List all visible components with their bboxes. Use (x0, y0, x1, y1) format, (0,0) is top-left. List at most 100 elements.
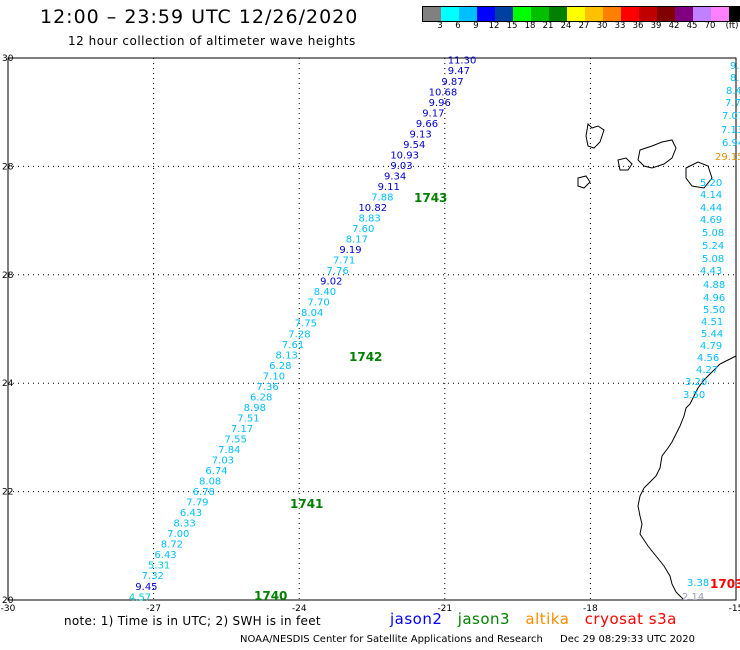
colorbar-swatch (459, 7, 477, 21)
swh-value-jason: 6.28 (269, 361, 291, 372)
colorbar-swatch (549, 7, 567, 21)
x-tick-label: -27 (146, 604, 161, 614)
orbit-label: 1741 (290, 497, 323, 511)
swh-value-jason: 8.17 (346, 235, 368, 246)
swh-value-jason: 6.78 (193, 487, 215, 498)
swh-value-jason: 7.03 (212, 456, 234, 467)
swh-value-jason: 7.36 (256, 382, 278, 393)
colorbar-label: 18 (524, 21, 536, 31)
y-tick-label: 28 (2, 271, 14, 281)
colorbar-swatch (693, 7, 711, 21)
swh-value-jason: 7.61 (282, 340, 304, 351)
swh-value-cryosat: 7.7 (725, 98, 740, 109)
swh-value-jason: 7.10 (263, 371, 285, 382)
colorbar-swatch (423, 7, 441, 21)
swh-value-cryosat: 6.94 (722, 138, 740, 149)
satellite-legend: jason2 jason3 altika cryosat s3a (390, 610, 687, 628)
swh-value-cryosat: 7.13 (721, 125, 740, 136)
swh-value-cryosat: 4.79 (700, 341, 722, 352)
swh-value-jason: 7.84 (218, 445, 240, 456)
swh-value-jason: 8.04 (301, 308, 323, 319)
swh-value-jason: 10.68 (429, 87, 458, 98)
swh-value-cryosat: 5.08 (702, 254, 724, 265)
swh-value-cryosat: 4.14 (700, 190, 722, 201)
colorbar-swatch (477, 7, 495, 21)
swh-value-jason: 9.19 (339, 245, 361, 256)
swh-value-cryosat: 4.56 (697, 353, 719, 364)
colorbar-label: 42 (668, 21, 680, 31)
swh-value-jason: 8.13 (276, 350, 298, 361)
swh-value-jason: 6.43 (180, 508, 202, 519)
swh-value-cryosat: 4.96 (703, 293, 725, 304)
swh-value-cryosat: 8.4 (726, 86, 740, 97)
swh-value-jason: 9.96 (429, 98, 451, 109)
footer-credit: NOAA/NESDIS Center for Satellite Applica… (240, 634, 543, 645)
y-tick-label: 24 (2, 379, 14, 389)
colorbar-label: 9 (473, 21, 479, 31)
colorbar-swatch (621, 7, 639, 21)
swh-value-jason: 7.51 (237, 413, 259, 424)
orbit-label: 1703 (710, 577, 740, 591)
colorbar-swatch (585, 7, 603, 21)
swh-value-jason: 9.45 (135, 582, 157, 593)
x-tick-label: -21 (437, 604, 452, 614)
colorbar-swatch (675, 7, 693, 21)
swh-value-cryosat: 4.44 (700, 203, 722, 214)
colorbar-swatch (729, 7, 740, 21)
swh-value-jason: 7.88 (371, 192, 393, 203)
swh-value-jason: 7.76 (327, 266, 349, 277)
map-subtitle: 12 hour collection of altimeter wave hei… (68, 34, 356, 48)
swh-value-cryosat: 4.27 (696, 365, 718, 376)
swh-value-cryosat: 4.43 (700, 266, 722, 277)
y-tick-label: 30 (2, 54, 14, 64)
island-la-gomera (617, 157, 633, 171)
colorbar-label: 24 (560, 21, 572, 31)
colorbar-label: 15 (506, 21, 518, 31)
swh-value-jason: 7.32 (142, 571, 164, 582)
map-title: 12:00 – 23:59 UTC 12/26/2020 (40, 6, 359, 28)
colorbar-labels: 3 6 9 12 15 18 21 24 27 30 33 36 39 42 45 70 (ft) (422, 21, 740, 33)
colorbar-swatch (567, 7, 585, 21)
island-el-hierro (577, 175, 591, 189)
swh-value-cryosat: 5.08 (702, 228, 724, 239)
swh-value-jason: 8.98 (244, 403, 266, 414)
swh-value-cryosat: 3.20 (685, 377, 707, 388)
colorbar-label: 3 (437, 21, 443, 31)
swh-value-jason: 6.28 (250, 392, 272, 403)
colorbar-label: 70 (704, 21, 716, 31)
swh-value-jason: 6.74 (205, 466, 227, 477)
swh-value-cryosat: 3.38 (687, 578, 709, 589)
orbit-label: 1740 (254, 589, 287, 603)
swh-value-jason: 5.31 (148, 561, 170, 572)
swh-value-jason: 8.33 (174, 519, 196, 530)
island-tenerife (637, 139, 677, 169)
swh-value-jason: 9.03 (390, 161, 412, 172)
swh-value-jason: 8.40 (314, 287, 336, 298)
swh-value-jason: 7.75 (295, 319, 317, 330)
wave-height-colorbar (422, 6, 740, 22)
map-frame (7, 57, 737, 601)
colorbar-swatch (603, 7, 621, 21)
swh-value-jason: 9.34 (384, 171, 406, 182)
orbit-label: 1742 (349, 350, 382, 364)
swh-value-jason: 7.60 (352, 224, 374, 235)
island-la-palma (585, 122, 605, 149)
legend-jason3: jason3 (457, 610, 511, 628)
swh-value-jason: 8.08 (199, 477, 221, 488)
swh-value-cryosat: 5.24 (702, 241, 724, 252)
colorbar-swatch (657, 7, 675, 21)
colorbar-swatch (441, 7, 459, 21)
swh-value-cryosat: 5.50 (703, 305, 725, 316)
swh-value-cryosat: 5.20 (700, 178, 722, 189)
footer: NOAA/NESDIS Center for Satellite Applica… (240, 634, 695, 645)
colorbar-label: 45 (686, 21, 698, 31)
swh-value-cryosat: 5.44 (701, 329, 723, 340)
swh-value-jason: 10.82 (358, 203, 387, 214)
swh-value-cryosat: 4.88 (703, 280, 725, 291)
swh-value-cryosat: 2.14 (682, 592, 704, 603)
colorbar-label: 21 (542, 21, 554, 31)
swh-value-jason: 9.54 (403, 140, 425, 151)
swh-value-jason: 9.47 (448, 66, 470, 77)
swh-value-jason: 11.30 (448, 56, 477, 67)
